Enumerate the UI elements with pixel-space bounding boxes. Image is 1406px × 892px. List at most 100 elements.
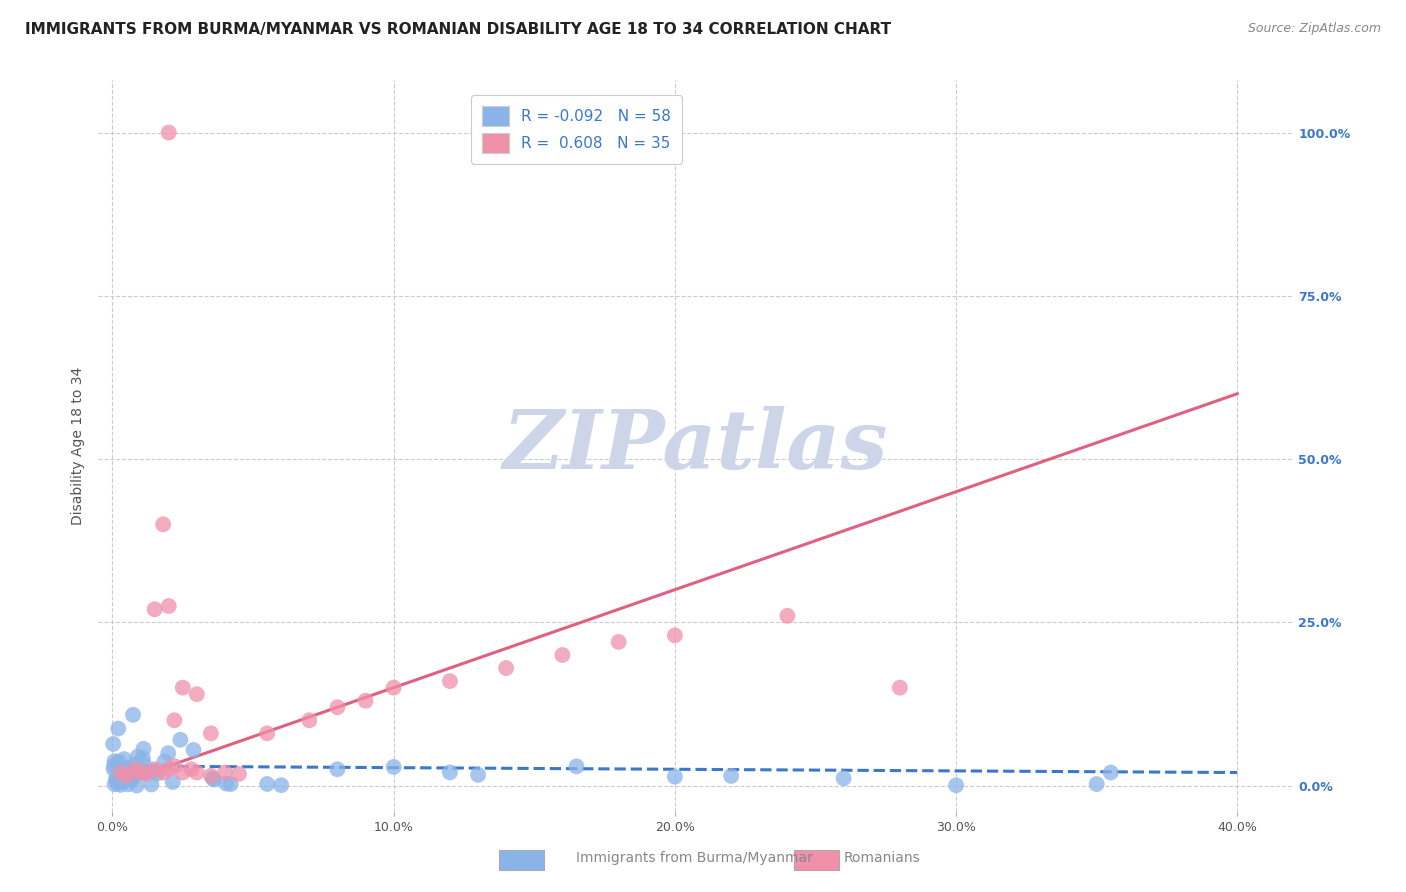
Point bbox=[382, 760, 405, 774]
Point bbox=[121, 772, 143, 787]
Text: Immigrants from Burma/Myanmar: Immigrants from Burma/Myanmar bbox=[576, 851, 813, 865]
Point bbox=[143, 762, 166, 776]
Point bbox=[101, 737, 124, 751]
Legend: R = -0.092   N = 58, R =  0.608   N = 35: R = -0.092 N = 58, R = 0.608 N = 35 bbox=[471, 95, 682, 163]
Point bbox=[439, 674, 461, 689]
Point bbox=[382, 681, 405, 695]
Point bbox=[495, 661, 517, 675]
Point bbox=[664, 628, 686, 642]
Point bbox=[202, 772, 225, 787]
Point bbox=[163, 714, 186, 728]
Point bbox=[219, 777, 242, 791]
Point bbox=[152, 517, 174, 532]
Point bbox=[112, 773, 135, 788]
Point bbox=[132, 765, 155, 780]
Point bbox=[132, 751, 155, 765]
Point bbox=[141, 778, 163, 792]
Point bbox=[157, 599, 180, 613]
Point bbox=[720, 769, 742, 783]
Point bbox=[110, 778, 132, 792]
Point bbox=[125, 779, 148, 793]
Point bbox=[162, 775, 184, 789]
Point bbox=[832, 772, 855, 786]
Point bbox=[127, 749, 149, 764]
Point bbox=[104, 777, 127, 791]
Point bbox=[776, 608, 799, 623]
Point bbox=[115, 769, 138, 783]
Point bbox=[256, 777, 278, 791]
Point bbox=[200, 769, 222, 783]
Point bbox=[1085, 777, 1108, 791]
Y-axis label: Disability Age 18 to 34: Disability Age 18 to 34 bbox=[72, 367, 86, 525]
Point bbox=[565, 759, 588, 773]
Point bbox=[157, 126, 180, 140]
Point bbox=[152, 765, 174, 780]
Point bbox=[108, 775, 131, 789]
Point bbox=[107, 775, 129, 789]
Point bbox=[186, 765, 208, 780]
Point bbox=[270, 778, 292, 792]
Point bbox=[114, 773, 136, 788]
Point bbox=[124, 757, 146, 772]
Point bbox=[108, 772, 131, 787]
Point bbox=[135, 767, 157, 781]
Point bbox=[172, 765, 194, 780]
Text: IMMIGRANTS FROM BURMA/MYANMAR VS ROMANIAN DISABILITY AGE 18 TO 34 CORRELATION CH: IMMIGRANTS FROM BURMA/MYANMAR VS ROMANIA… bbox=[25, 22, 891, 37]
Point bbox=[1099, 765, 1122, 780]
Point bbox=[117, 777, 139, 791]
Point bbox=[439, 765, 461, 780]
Point bbox=[143, 602, 166, 616]
Point bbox=[664, 770, 686, 784]
Point bbox=[153, 755, 176, 769]
Point bbox=[889, 681, 911, 695]
Point bbox=[945, 778, 967, 792]
Point bbox=[105, 772, 128, 787]
Point bbox=[146, 766, 169, 780]
Point bbox=[169, 732, 191, 747]
Point bbox=[354, 694, 377, 708]
Point bbox=[107, 755, 129, 769]
Point bbox=[114, 763, 136, 777]
Text: Source: ZipAtlas.com: Source: ZipAtlas.com bbox=[1247, 22, 1381, 36]
Point bbox=[129, 765, 152, 780]
Point bbox=[103, 754, 125, 768]
Point bbox=[117, 761, 139, 775]
Point bbox=[122, 707, 145, 722]
Point bbox=[467, 768, 489, 782]
Point bbox=[107, 722, 129, 736]
Point bbox=[110, 765, 132, 780]
Point bbox=[228, 767, 250, 781]
Point bbox=[326, 762, 349, 776]
Point bbox=[607, 635, 630, 649]
Point bbox=[134, 765, 156, 780]
Point bbox=[121, 772, 143, 786]
Point bbox=[104, 772, 127, 786]
Point bbox=[107, 776, 129, 790]
Point bbox=[157, 762, 180, 776]
Point bbox=[172, 681, 194, 695]
Point bbox=[111, 768, 134, 782]
Point bbox=[183, 743, 205, 757]
Point bbox=[103, 762, 125, 776]
Point bbox=[186, 687, 208, 701]
Point bbox=[256, 726, 278, 740]
Point bbox=[214, 765, 236, 780]
Point bbox=[124, 762, 146, 776]
Point bbox=[201, 772, 224, 786]
Point bbox=[180, 762, 202, 776]
Point bbox=[103, 758, 125, 772]
Text: Romanians: Romanians bbox=[844, 851, 921, 865]
Point bbox=[108, 771, 131, 785]
Point bbox=[163, 759, 186, 773]
Point bbox=[215, 776, 238, 790]
Point bbox=[132, 741, 155, 756]
Point bbox=[143, 764, 166, 778]
Text: ZIPatlas: ZIPatlas bbox=[503, 406, 889, 486]
Point bbox=[112, 752, 135, 766]
Point bbox=[298, 714, 321, 728]
Point bbox=[157, 746, 180, 760]
Point bbox=[326, 700, 349, 714]
Point bbox=[551, 648, 574, 662]
Point bbox=[132, 757, 155, 772]
Point bbox=[200, 726, 222, 740]
